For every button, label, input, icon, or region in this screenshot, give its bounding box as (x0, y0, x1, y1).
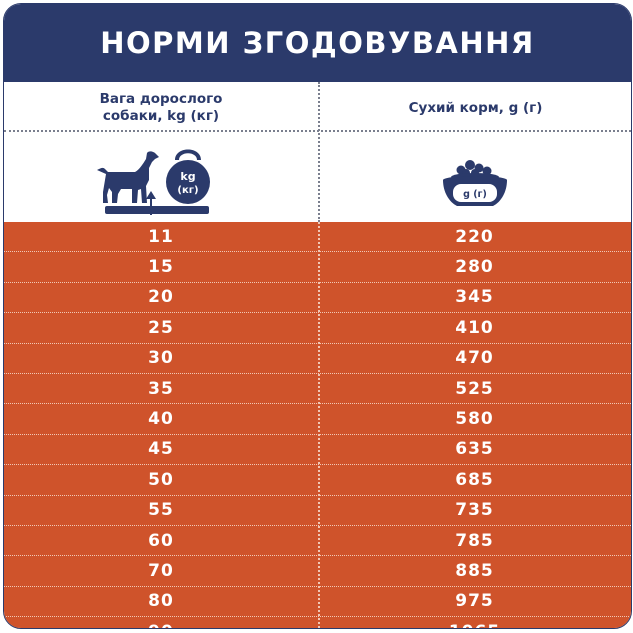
column-divider (318, 82, 320, 222)
weight-cell: 60 (148, 530, 174, 551)
weight-cell: 35 (148, 378, 174, 399)
food-cell: 975 (455, 591, 494, 612)
weight-cell: 80 (148, 591, 174, 612)
food-cell: 345 (455, 287, 494, 308)
bowl-unit-label: g (г) (463, 189, 487, 200)
table-row: 25 410 (4, 313, 631, 344)
table-row: 40 580 (4, 404, 631, 435)
food-cell: 280 (455, 257, 494, 278)
weight-cell: 40 (148, 409, 174, 430)
weight-cell: 55 (148, 500, 174, 521)
kettlebell-unit-line2: (кг) (177, 185, 198, 196)
weight-column-header: Вага дорослого собаки, kg (кг) kg (кг) (4, 82, 318, 222)
feeding-rows: 11 220 15 280 20 345 25 410 30 470 35 525 40 580 45 635… (4, 222, 631, 628)
weight-cell: 30 (148, 348, 174, 369)
weight-cell: 11 (148, 226, 174, 247)
food-header-label: Сухий корм, g (г) (408, 99, 543, 116)
food-cell: 580 (455, 409, 494, 430)
weight-cell: 90 (4, 617, 318, 628)
food-cell: 885 (455, 560, 494, 581)
table-row: 45 635 (4, 435, 631, 466)
food-cell: 220 (455, 226, 494, 247)
kettlebell-unit-line1: kg (180, 170, 195, 183)
food-cell: 1065 (318, 617, 631, 628)
title-text: НОРМИ ЗГОДОВУВАННЯ (100, 26, 535, 60)
page-title: НОРМИ ЗГОДОВУВАННЯ (4, 4, 631, 82)
food-cell: 410 (455, 317, 494, 338)
food-column-header: Сухий корм, g (г) g (г) (320, 82, 631, 222)
weight-cell: 15 (148, 257, 174, 278)
table-row: 55 735 (4, 496, 631, 526)
table-row: 30 470 (4, 344, 631, 374)
table-row: 50 685 (4, 465, 631, 496)
table-row: 80 975 (4, 587, 631, 618)
weight-cell: 70 (148, 560, 174, 581)
table-row: 11 220 (4, 222, 631, 253)
food-cell: 470 (455, 348, 494, 369)
table-row: 60 785 (4, 526, 631, 557)
header-divider (4, 130, 631, 132)
rows-column-divider (318, 222, 320, 628)
table-row: 901065 (4, 617, 631, 628)
table-row: 20 345 (4, 283, 631, 314)
food-cell: 635 (455, 439, 494, 460)
weight-cell: 50 (148, 469, 174, 490)
table-row: 15 280 (4, 252, 631, 283)
food-cell: 735 (455, 500, 494, 521)
food-cell: 525 (455, 378, 494, 399)
weight-cell: 45 (148, 439, 174, 460)
food-bowl-icon: g (г) (442, 160, 507, 206)
table-row: 35 525 (4, 374, 631, 405)
food-cell: 685 (455, 469, 494, 490)
weight-cell: 25 (148, 317, 174, 338)
weight-header-label: Вага дорослого собаки, kg (кг) (99, 91, 223, 124)
food-cell: 785 (455, 530, 494, 551)
weight-cell: 20 (148, 287, 174, 308)
dog-on-scale-with-kettlebell-icon: kg (кг) (97, 149, 210, 215)
table-header: Вага дорослого собаки, kg (кг) kg (кг) (4, 82, 631, 222)
table-row: 70 885 (4, 556, 631, 587)
feeding-table-card: НОРМИ ЗГОДОВУВАННЯ Вага дорослого собаки… (3, 3, 632, 629)
